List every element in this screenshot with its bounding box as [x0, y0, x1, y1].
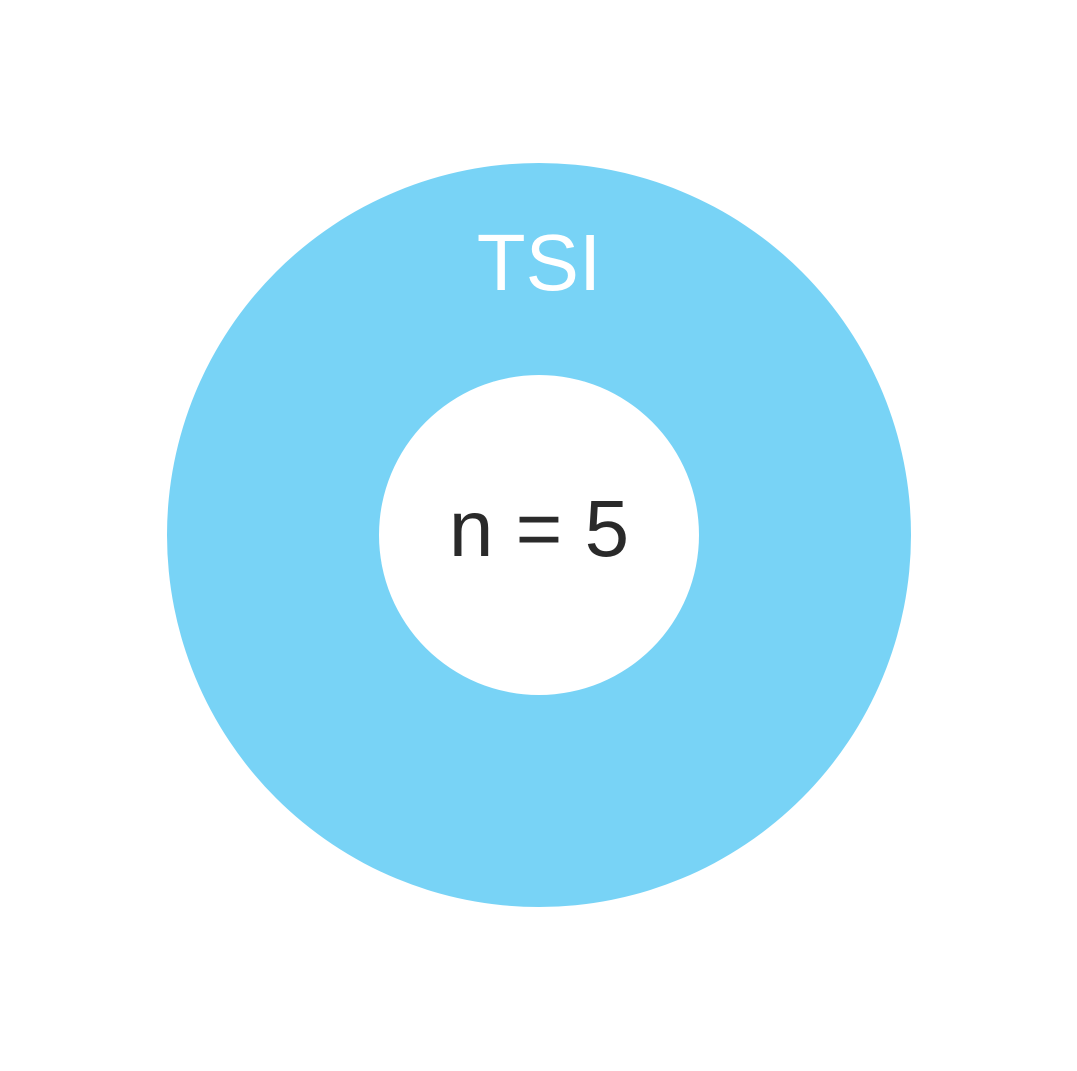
slice-tsi	[167, 163, 911, 907]
donut-slices: TSI	[167, 163, 911, 907]
center-count-label: n = 5	[449, 484, 629, 573]
slice-label-tsi: TSI	[477, 218, 601, 307]
